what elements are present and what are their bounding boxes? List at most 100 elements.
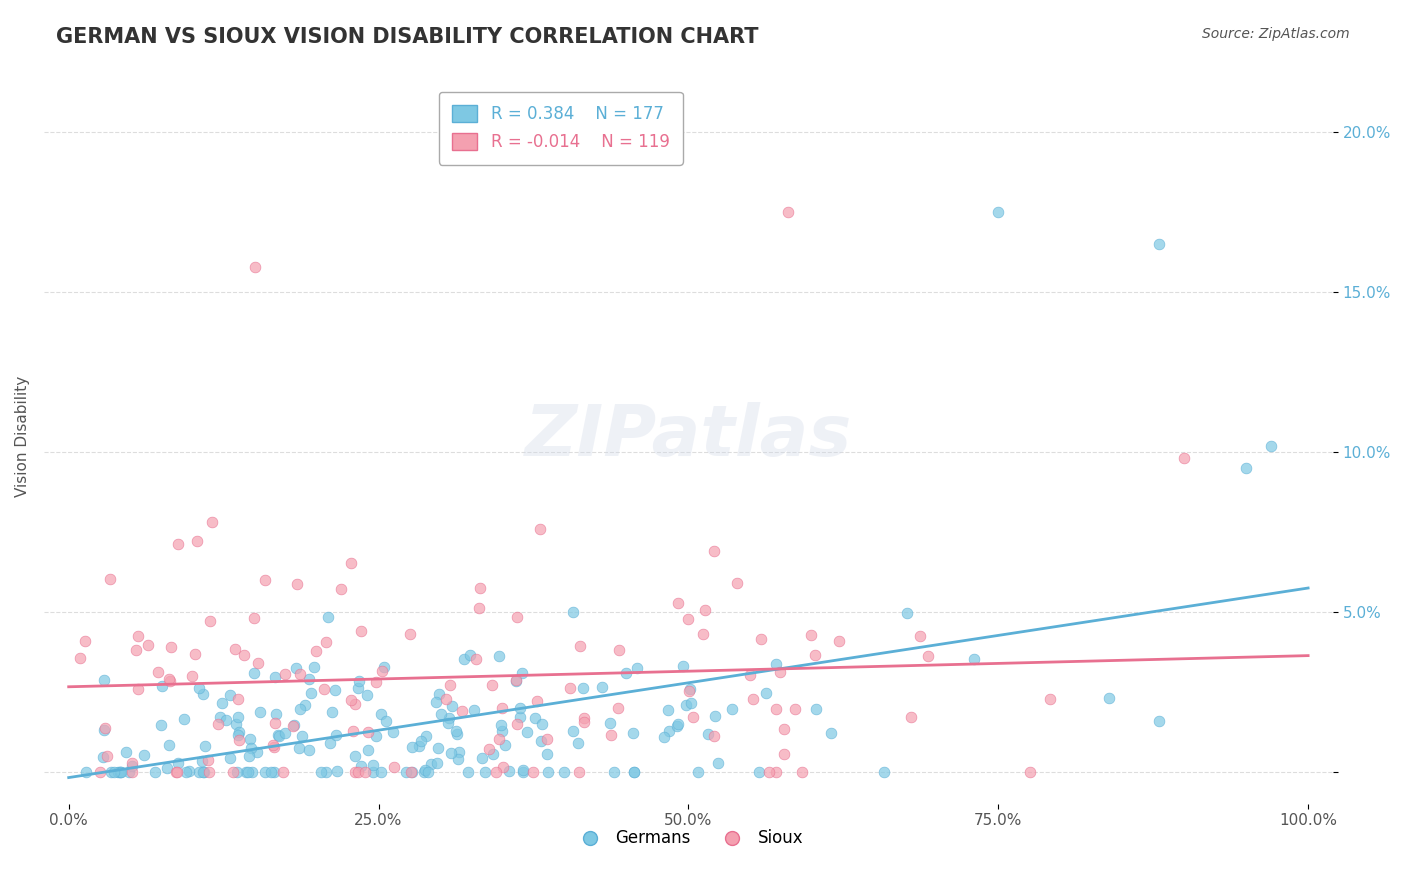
Point xyxy=(773,747,796,761)
Point xyxy=(225,717,247,731)
Point xyxy=(232,648,254,663)
Point xyxy=(107,764,129,779)
Point xyxy=(666,596,689,610)
Point xyxy=(125,642,148,657)
Point xyxy=(249,706,271,720)
Point xyxy=(96,748,118,763)
Point xyxy=(315,635,337,649)
Point xyxy=(820,726,842,740)
Point xyxy=(243,611,266,625)
Point xyxy=(623,764,645,779)
Point xyxy=(186,534,208,549)
Point xyxy=(682,710,704,724)
Point xyxy=(776,205,799,219)
Point xyxy=(342,724,364,739)
Point xyxy=(481,747,503,762)
Point xyxy=(287,576,309,591)
Point xyxy=(127,629,149,643)
Point xyxy=(243,260,266,274)
Point xyxy=(294,698,316,712)
Point xyxy=(468,581,491,595)
Point xyxy=(253,764,276,779)
Point xyxy=(311,764,333,779)
Point xyxy=(326,764,349,778)
Point xyxy=(1019,764,1042,779)
Point xyxy=(412,764,434,779)
Point xyxy=(721,702,744,716)
Point xyxy=(703,729,725,743)
Point xyxy=(652,730,675,744)
Point xyxy=(93,673,115,688)
Point xyxy=(93,723,115,738)
Point xyxy=(267,729,290,743)
Point xyxy=(465,652,488,666)
Point xyxy=(240,741,263,756)
Point xyxy=(224,641,246,656)
Point xyxy=(283,717,305,731)
Point xyxy=(409,734,432,748)
Point xyxy=(741,691,763,706)
Legend: Germans, Sioux: Germans, Sioux xyxy=(567,822,810,855)
Point xyxy=(599,728,621,742)
Point xyxy=(325,728,347,742)
Point xyxy=(238,731,260,746)
Point xyxy=(288,702,311,716)
Point xyxy=(1147,714,1170,728)
Point xyxy=(340,693,363,707)
Point xyxy=(450,704,472,718)
Text: Source: ZipAtlas.com: Source: ZipAtlas.com xyxy=(1202,27,1350,41)
Point xyxy=(344,697,367,711)
Point xyxy=(193,764,215,779)
Point xyxy=(226,710,249,724)
Point xyxy=(678,684,700,698)
Point xyxy=(350,624,373,639)
Point xyxy=(440,746,463,760)
Point xyxy=(437,716,460,731)
Point xyxy=(288,741,311,756)
Point xyxy=(179,764,201,778)
Point xyxy=(316,610,339,624)
Point xyxy=(751,632,773,647)
Point xyxy=(382,760,405,774)
Text: ZIPatlas: ZIPatlas xyxy=(524,401,852,471)
Y-axis label: Vision Disability: Vision Disability xyxy=(15,376,30,497)
Point xyxy=(665,719,688,733)
Point xyxy=(201,515,224,529)
Point xyxy=(382,724,405,739)
Point xyxy=(209,710,232,724)
Point xyxy=(415,729,437,743)
Point xyxy=(1098,691,1121,706)
Point xyxy=(568,639,591,653)
Point xyxy=(526,694,548,708)
Point xyxy=(134,747,156,762)
Point xyxy=(910,629,932,643)
Point xyxy=(354,764,377,779)
Point xyxy=(246,746,269,760)
Point xyxy=(91,749,114,764)
Point xyxy=(484,764,506,779)
Point xyxy=(108,764,131,779)
Point xyxy=(704,709,727,723)
Point xyxy=(94,722,117,736)
Point xyxy=(211,696,233,710)
Point xyxy=(524,710,547,724)
Point xyxy=(361,764,384,779)
Point xyxy=(672,659,695,673)
Point xyxy=(188,681,211,695)
Point xyxy=(460,648,482,662)
Point xyxy=(121,764,143,779)
Point xyxy=(758,764,780,779)
Point xyxy=(536,731,558,746)
Point xyxy=(695,602,717,616)
Point xyxy=(285,661,308,675)
Point xyxy=(510,666,533,681)
Point xyxy=(160,640,183,654)
Point xyxy=(765,702,787,716)
Point xyxy=(274,667,297,681)
Point xyxy=(1173,451,1195,466)
Point xyxy=(184,647,207,661)
Point xyxy=(291,729,314,743)
Point xyxy=(156,761,179,775)
Point xyxy=(675,698,697,712)
Point xyxy=(963,652,986,666)
